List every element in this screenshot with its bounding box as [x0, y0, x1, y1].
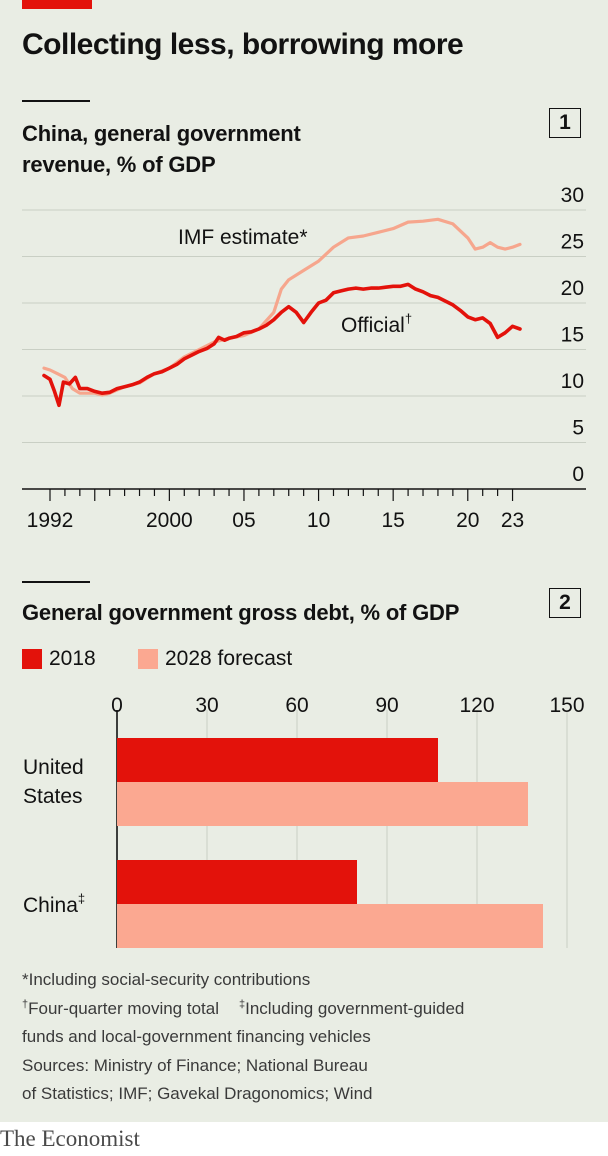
x-tick-label-23: 23	[501, 509, 524, 532]
category-label-us-line1: United	[23, 756, 84, 779]
bar-us-2028	[117, 782, 528, 826]
legend-label-2018: 2018	[49, 647, 96, 670]
x-tick-label-120: 120	[459, 694, 494, 717]
x-tick-label-0: 0	[111, 694, 123, 717]
panel2-title: General government gross debt, % of GDP	[22, 600, 460, 625]
bar-us-2018	[117, 738, 438, 782]
x-tick-label-05: 05	[232, 509, 255, 532]
x-tick-label-20: 20	[456, 509, 479, 532]
chart-card: Collecting less, borrowing more China, g…	[0, 0, 608, 1122]
economist-logo: The Economist	[0, 1126, 140, 1151]
legend-label-2028: 2028 forecast	[165, 647, 293, 670]
panel2-badge: 2	[549, 588, 581, 618]
panel1-rule	[22, 100, 90, 102]
panel1-title: China, general government revenue, % of …	[22, 118, 301, 180]
red-tag	[22, 0, 92, 9]
sources-line2: of Statistics; IMF; Gavekal Dragonomics;…	[22, 1084, 373, 1103]
panel1-title-line2: revenue, % of GDP	[22, 152, 216, 177]
x-tick-label-60: 60	[285, 694, 308, 717]
legend-swatch-2018	[22, 649, 42, 669]
line-chart-x-ticks: 1992 2000 05 10 15 20 23	[27, 489, 524, 532]
x-tick-label-90: 90	[375, 694, 398, 717]
bar-china-2028	[117, 904, 543, 948]
y-tick-label-10: 10	[561, 370, 584, 393]
footnote-imf: *Including social-security contributions	[22, 970, 311, 989]
footnote-china-cont: funds and local-government financing veh…	[22, 1027, 371, 1046]
official-line	[42, 282, 522, 408]
sources-line1: Sources: Ministry of Finance; National B…	[22, 1055, 368, 1075]
x-tick-label-15: 15	[381, 509, 404, 532]
legend-item-2018: 2018	[22, 646, 96, 672]
footnotes: *Including social-security contributions…	[22, 966, 582, 1109]
line-chart-y-tick-labels: 0 5 10 15 20 25 30	[561, 184, 584, 486]
x-tick-label-30: 30	[195, 694, 218, 717]
legend-item-2028: 2028 forecast	[138, 646, 292, 672]
x-tick-label-10: 10	[307, 509, 330, 532]
category-label-china: China‡	[23, 891, 85, 917]
imf-estimate-line	[42, 217, 522, 397]
y-tick-label-5: 5	[572, 417, 584, 440]
y-tick-label-0: 0	[572, 463, 584, 486]
official-series-label: Official†	[341, 311, 412, 337]
legend-swatch-2028	[138, 649, 158, 669]
y-tick-label-15: 15	[561, 324, 584, 347]
bar-chart-x-tick-labels: 0 30 60 90 120 150	[111, 694, 584, 717]
footnote-official: †Four-quarter moving total ‡Including gov…	[22, 997, 465, 1018]
x-tick-label-150: 150	[549, 694, 584, 717]
bar-china-2018	[117, 860, 357, 904]
headline: Collecting less, borrowing more	[22, 28, 464, 61]
category-label-us-line2: States	[23, 785, 83, 808]
line-chart-series	[42, 217, 522, 408]
line-chart-grid	[22, 209, 586, 490]
imf-series-label: IMF estimate*	[178, 226, 308, 249]
panel1-badge: 1	[549, 108, 581, 138]
x-tick-label-1992: 1992	[27, 509, 74, 532]
y-tick-label-20: 20	[561, 277, 584, 300]
panel2-rule	[22, 581, 90, 583]
y-tick-label-25: 25	[561, 231, 584, 254]
debt-bar-chart: 0 30 60 90 120 150 United States China‡	[23, 694, 585, 948]
panel1-title-line1: China, general government	[22, 121, 301, 146]
x-tick-label-2000: 2000	[146, 509, 193, 532]
y-tick-label-30: 30	[561, 184, 584, 207]
bar-chart-bars	[117, 738, 543, 948]
